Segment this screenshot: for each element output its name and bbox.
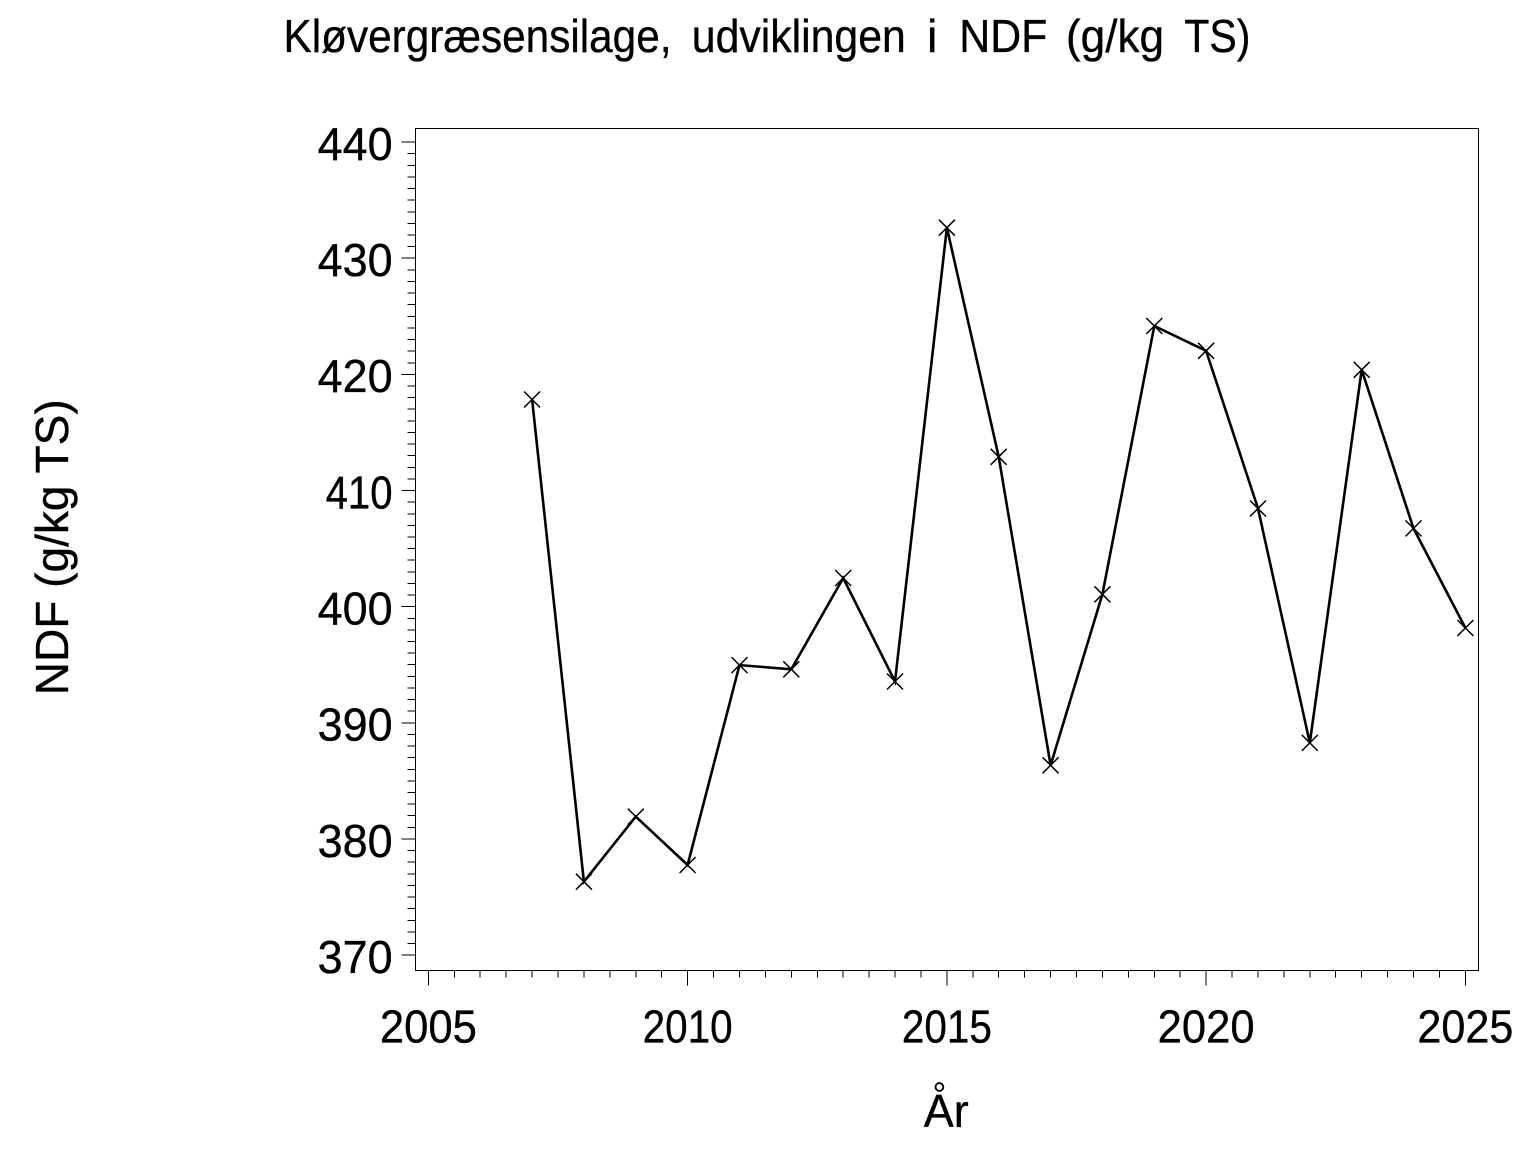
svg-text:i: i bbox=[927, 10, 937, 62]
svg-text:420: 420 bbox=[318, 350, 393, 402]
svg-text:udviklingen: udviklingen bbox=[692, 10, 906, 62]
svg-text:440: 440 bbox=[318, 118, 393, 170]
svg-text:2020: 2020 bbox=[1158, 1001, 1255, 1053]
svg-text:TS): TS) bbox=[1184, 10, 1250, 62]
svg-text:390: 390 bbox=[318, 699, 393, 751]
svg-text:380: 380 bbox=[318, 815, 393, 867]
svg-text:Kløvergræsensilage,: Kløvergræsensilage, bbox=[284, 10, 672, 62]
svg-text:370: 370 bbox=[318, 931, 393, 983]
svg-text:400: 400 bbox=[318, 583, 393, 635]
svg-text:430: 430 bbox=[318, 234, 393, 286]
svg-text:NDF (g/kg TS): NDF (g/kg TS) bbox=[26, 399, 78, 695]
svg-text:(g/kg: (g/kg bbox=[1066, 10, 1164, 62]
svg-text:2010: 2010 bbox=[643, 1001, 733, 1053]
svg-text:2025: 2025 bbox=[1417, 1001, 1513, 1053]
svg-text:410: 410 bbox=[326, 466, 393, 518]
svg-text:Ar: Ar bbox=[924, 1085, 969, 1137]
svg-text:2015: 2015 bbox=[902, 1001, 992, 1053]
svg-text:2005: 2005 bbox=[380, 1001, 477, 1053]
svg-text:NDF: NDF bbox=[959, 10, 1047, 62]
